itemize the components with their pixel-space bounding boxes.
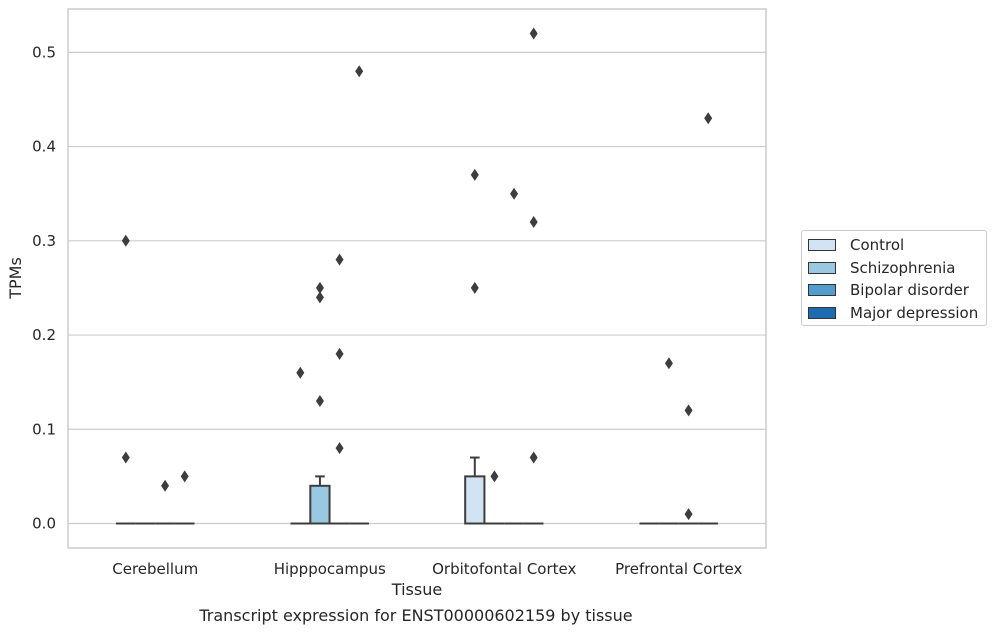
y-tick-label: 0.4 (32, 138, 56, 156)
x-tick-label: Prefrontal Cortex (615, 560, 742, 578)
chart-caption: Transcript expression for ENST0000060215… (199, 606, 633, 625)
y-tick-labels: 0.0 0.1 0.2 0.3 0.4 0.5 (32, 43, 56, 532)
outlier-point (121, 451, 130, 464)
box-control (464, 456, 486, 525)
outlier-point (355, 65, 364, 78)
legend-swatch (808, 261, 836, 274)
outlier-point (664, 357, 673, 370)
outlier-point (470, 281, 479, 294)
outlier-point (529, 451, 538, 464)
y-tick-label: 0.5 (32, 43, 56, 61)
legend-label: Schizophrenia (850, 258, 956, 277)
y-tick-label: 0.1 (32, 420, 56, 438)
x-tick-label: Orbitofontal Cortex (432, 560, 576, 578)
plot-area (67, 8, 767, 549)
outlier-marks (121, 27, 713, 521)
outlier-point (684, 508, 693, 521)
box-marks (115, 456, 719, 525)
outlier-point (180, 470, 189, 483)
legend-item: Major depression (808, 304, 978, 322)
y-tick-label: 0.0 (32, 515, 56, 533)
box-schizophrenia (309, 475, 331, 525)
outlier-point (529, 27, 538, 40)
outlier-point (684, 404, 693, 417)
x-axis-label: Tissue (391, 580, 442, 599)
box-body (309, 484, 331, 525)
legend-label: Control (850, 236, 905, 254)
y-tick-label: 0.3 (32, 232, 56, 250)
box-body (464, 475, 486, 525)
outlier-point (315, 281, 324, 294)
outlier-point (161, 479, 170, 492)
outlier-point (315, 395, 324, 407)
legend-swatch (808, 284, 836, 296)
legend-item: Bipolar disorder (808, 281, 969, 299)
x-tick-labels: Cerebellum Hipppocampus Orbitofontal Corte… (112, 560, 742, 578)
outlier-point (704, 112, 713, 125)
legend: Control Schizophrenia Bipolar disorder Majo… (801, 230, 987, 326)
outlier-point (510, 187, 519, 200)
legend-item: Schizophrenia (808, 259, 955, 277)
outlier-point (335, 253, 344, 266)
outlier-point (335, 442, 344, 455)
outlier-point (490, 470, 499, 483)
legend-label: Major depression (850, 303, 979, 322)
x-tick-label: Hipppocampus (274, 560, 386, 578)
y-axis-label: TPMs (6, 257, 25, 300)
outlier-point (121, 234, 130, 247)
legend-item: Control (808, 236, 904, 254)
x-tick-label: Cerebellum (112, 560, 198, 578)
legend-swatch (808, 306, 836, 319)
legend-label: Bipolar disorder (850, 281, 969, 299)
y-tick-label: 0.2 (32, 326, 56, 344)
legend-swatch (808, 239, 836, 251)
outlier-point (296, 366, 305, 379)
outlier-point (335, 347, 344, 360)
outlier-point (315, 291, 324, 304)
outlier-point (470, 168, 479, 181)
outlier-point (529, 215, 538, 228)
